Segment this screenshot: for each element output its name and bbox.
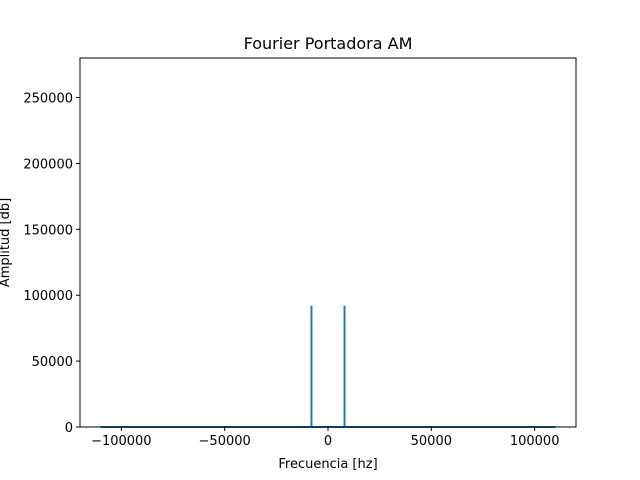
y-tick-label: 0 xyxy=(65,421,73,436)
y-tick-label: 50000 xyxy=(32,355,73,370)
x-axis: −100000 −50000 0 50000 100000 xyxy=(91,427,559,449)
chart-title: Fourier Portadora AM xyxy=(244,34,413,53)
plot-area xyxy=(80,58,576,427)
x-tick-label: −100000 xyxy=(91,434,152,449)
y-axis-label: Amplitud [db] xyxy=(0,198,13,287)
y-axis: 0 50000 100000 150000 200000 250000 xyxy=(23,92,80,436)
y-tick-label: 100000 xyxy=(23,289,73,304)
x-tick-label: −50000 xyxy=(199,434,251,449)
x-tick-label: 100000 xyxy=(510,434,560,449)
y-tick-label: 200000 xyxy=(23,157,73,172)
x-tick-label: 50000 xyxy=(411,434,452,449)
x-axis-label: Frecuencia [hz] xyxy=(278,457,377,472)
y-tick-label: 150000 xyxy=(23,223,73,238)
x-tick-label: 0 xyxy=(324,434,332,449)
y-tick-label: 250000 xyxy=(23,92,73,107)
